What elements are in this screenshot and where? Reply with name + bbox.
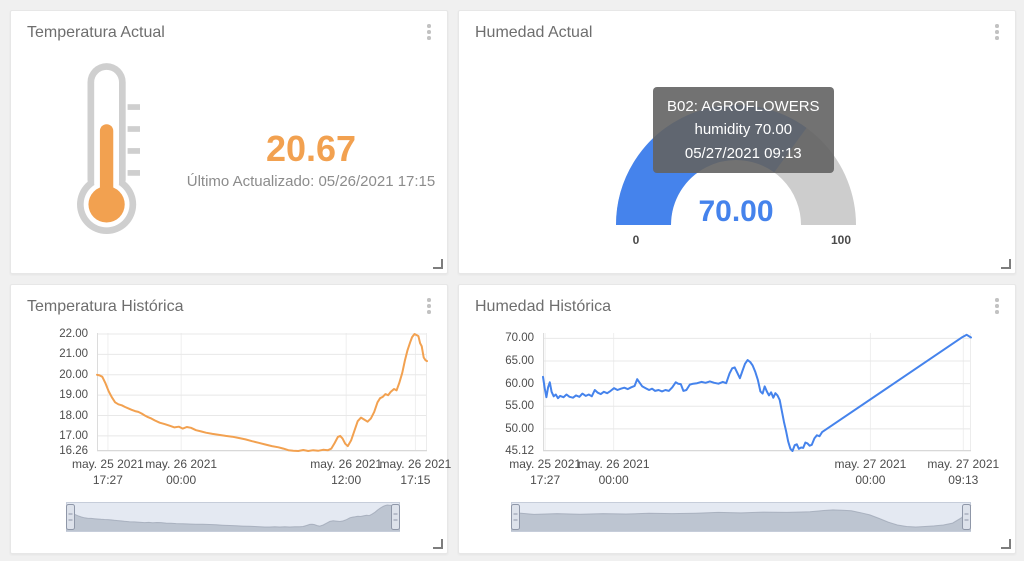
tooltip-value-label: humidity 70.00 — [694, 121, 793, 139]
y-axis-tick-label: 65.00 — [505, 355, 534, 368]
widget-title: Humedad Histórica — [475, 298, 612, 315]
x-axis-tick-label: may. 25 2021 17:27 — [71, 457, 144, 487]
hum_hist-range-selector[interactable] — [510, 502, 972, 532]
navigator-left-handle[interactable] — [511, 504, 520, 530]
x-axis-tick-label: may. 27 2021 00:00 — [834, 457, 907, 487]
navigator-right-handle[interactable] — [962, 504, 971, 530]
resize-handle[interactable] — [1001, 539, 1011, 549]
widget-temperatura-historica: Temperatura Histórica 22.00 21.00 20.00 19.… — [10, 284, 451, 554]
y-axis-tick-label: 17.00 — [59, 429, 88, 442]
gauge-min-label: 0 — [632, 233, 640, 247]
y-axis-tick-label: 55.00 — [505, 400, 534, 413]
x-axis-tick-label: may. 26 2021 00:00 — [145, 457, 218, 487]
y-axis-tick-label: 45.12 — [505, 445, 534, 457]
tooltip-timestamp-label: 05/27/2021 09:13 — [684, 144, 802, 162]
widget-temperatura-actual: Temperatura Actual 20.67 Último Actualiz… — [10, 10, 448, 274]
widget-title: Humedad Actual — [475, 24, 593, 41]
last-updated-label: Último Actualizado: 05/26/2021 17:15 — [186, 172, 436, 190]
y-axis-tick-label: 50.00 — [505, 422, 534, 435]
y-axis-tick-label: 22.00 — [59, 328, 88, 341]
widget-title: Temperatura Histórica — [27, 298, 184, 315]
humidity-line — [542, 333, 972, 452]
x-axis-tick-label: may. 27 2021 09:13 — [927, 457, 1000, 487]
widget-menu-icon[interactable] — [987, 20, 1007, 44]
temperature-value: 20.67 — [265, 128, 357, 169]
temperature-readout: 20.67 Último Actualizado: 05/26/2021 17:… — [176, 129, 446, 190]
x-axis-tick-label: may. 26 2021 17:15 — [379, 457, 452, 487]
widget-menu-icon[interactable] — [987, 294, 1007, 318]
y-axis-tick-label: 21.00 — [59, 348, 88, 361]
y-axis-tick-label: 60.00 — [505, 377, 534, 390]
temperature-history-chart[interactable]: 22.00 21.00 20.00 19.00 18.00 17.00 16.26 may. … — [11, 285, 451, 553]
navigator-right-handle[interactable] — [391, 504, 400, 530]
y-axis-tick-label: 20.00 — [59, 368, 88, 381]
gauge-max-label: 100 — [830, 233, 852, 247]
x-axis-tick-label: may. 26 2021 00:00 — [577, 457, 650, 487]
gauge-tooltip: B02: AGROFLOWERS humidity 70.00 05/27/20… — [653, 87, 834, 173]
humidity-history-chart[interactable]: 70.00 65.00 60.00 55.00 50.00 45.12 may. 25 20… — [459, 285, 1015, 553]
resize-handle[interactable] — [433, 259, 443, 269]
humidity-value: 70.00 — [698, 195, 774, 228]
widget-humedad-historica: Humedad Histórica 70.00 65.00 60.00 55.00 50… — [458, 284, 1016, 554]
tooltip-device-label: B02: AGROFLOWERS — [667, 98, 820, 115]
y-axis-tick-label: 70.00 — [505, 332, 534, 345]
hum_hist-plot[interactable] — [542, 333, 972, 452]
navigator-left-handle[interactable] — [66, 504, 75, 530]
temp_hist-plot[interactable] — [96, 333, 428, 452]
y-axis-tick-label: 19.00 — [59, 389, 88, 402]
x-axis-tick-label: may. 26 2021 12:00 — [310, 457, 383, 487]
thermometer-icon — [77, 63, 140, 234]
y-axis-tick-label: 18.00 — [59, 409, 88, 422]
widget-title: Temperatura Actual — [27, 24, 165, 41]
x-axis-tick-label: may. 25 2021 17:27 — [509, 457, 582, 487]
widget-menu-icon[interactable] — [419, 294, 439, 318]
temp_hist-range-selector[interactable] — [65, 502, 401, 532]
resize-handle[interactable] — [1001, 259, 1011, 269]
temperature-line — [96, 333, 428, 452]
widget-menu-icon[interactable] — [419, 20, 439, 44]
widget-humedad-actual: Humedad Actual 70.00 0 100 B02: AGROFLOW… — [458, 10, 1016, 274]
resize-handle[interactable] — [433, 539, 443, 549]
y-axis-tick-label: 16.26 — [59, 445, 88, 457]
